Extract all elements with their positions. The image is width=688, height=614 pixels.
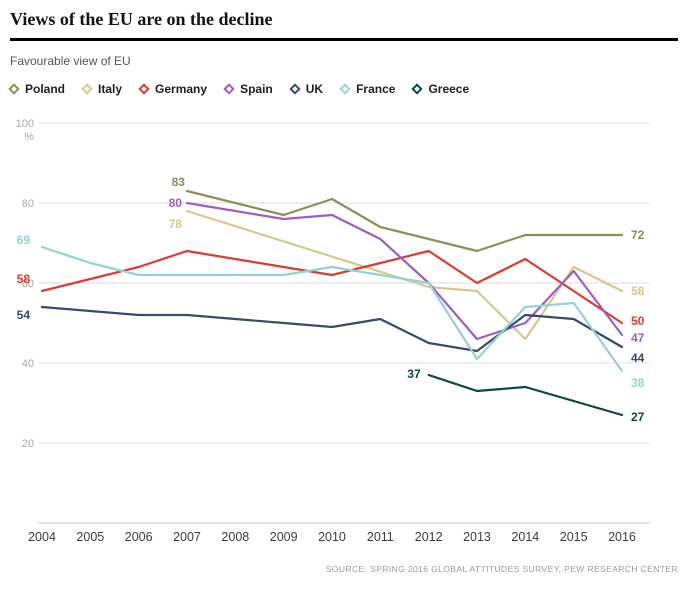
y-tick-60: 60 xyxy=(22,278,34,290)
legend-label: Greece xyxy=(428,81,470,96)
value-label-france-2016: 38 xyxy=(631,376,645,390)
x-tick-2013: 2013 xyxy=(463,530,491,544)
series-line-spain xyxy=(185,201,624,340)
y-tick-40: 40 xyxy=(22,358,34,370)
series-line-greece xyxy=(427,373,624,416)
series-line-france xyxy=(40,245,624,372)
value-label-italy-2007: 78 xyxy=(169,217,183,231)
value-label-germany-2016: 50 xyxy=(631,314,645,328)
x-tick-2015: 2015 xyxy=(560,530,588,544)
x-tick-2005: 2005 xyxy=(76,530,104,544)
x-tick-2014: 2014 xyxy=(511,530,539,544)
series-line-poland xyxy=(185,189,624,252)
line-chart: 20 40 60 80 100% 2004 2005 2006 2007 2008 2009 2010… xyxy=(16,118,650,544)
series-line-germany xyxy=(40,249,624,324)
value-label-greece-2016: 27 xyxy=(631,410,645,424)
legend-diamond-icon xyxy=(81,82,93,95)
legend-item-greece: Greece xyxy=(411,81,470,96)
y-tick-80: 80 xyxy=(22,198,34,210)
legend-item-italy: Italy xyxy=(81,81,123,96)
legend-item-uk: UK xyxy=(289,81,324,96)
x-tick-2007: 2007 xyxy=(173,530,201,544)
legend-diamond-icon xyxy=(138,82,150,95)
legend-label: UK xyxy=(305,81,324,96)
value-label-uk-2016: 44 xyxy=(631,351,645,365)
legend-diamond-icon xyxy=(411,82,424,95)
legend-label: France xyxy=(356,81,396,96)
x-tick-2009: 2009 xyxy=(270,530,298,544)
x-tick-2016: 2016 xyxy=(608,530,636,544)
chart-title: Views of the EU are on the decline xyxy=(10,9,273,29)
x-tick-2012: 2012 xyxy=(415,530,443,544)
legend: Poland Italy Germany Spain UK France Greece xyxy=(8,81,678,96)
legend-item-poland: Poland xyxy=(8,81,66,96)
x-tick-2008: 2008 xyxy=(221,530,249,544)
legend-diamond-icon xyxy=(289,82,301,95)
source-note: SOURCE: SPRING 2016 GLOBAL ATTITUDES SUR… xyxy=(325,563,678,574)
x-tick-2004: 2004 xyxy=(28,530,56,544)
legend-diamond-icon xyxy=(223,82,235,95)
y-axis-unit: % xyxy=(24,131,34,143)
y-tick-20: 20 xyxy=(22,438,34,450)
value-label-poland-2007: 83 xyxy=(172,175,186,189)
x-tick-2006: 2006 xyxy=(125,530,153,544)
value-label-poland-2016: 72 xyxy=(631,228,645,242)
value-label-spain-2016: 47 xyxy=(631,331,645,345)
legend-item-germany: Germany xyxy=(138,81,208,96)
value-label-france-2004: 69 xyxy=(17,233,31,247)
legend-diamond-icon xyxy=(8,82,20,95)
value-label-greece-2012: 37 xyxy=(407,367,421,381)
value-label-spain-2007: 80 xyxy=(169,196,183,210)
legend-label: Poland xyxy=(25,81,66,96)
y-tick-100: 100 xyxy=(16,118,34,130)
legend-diamond-icon xyxy=(339,82,351,95)
title-rule xyxy=(10,37,678,41)
value-label-germany-2004: 58 xyxy=(17,272,31,286)
value-label-italy-2016: 58 xyxy=(631,284,645,298)
x-tick-2011: 2011 xyxy=(367,530,394,544)
series-line-italy xyxy=(185,209,624,340)
legend-label: Spain xyxy=(240,81,273,96)
legend-label: Italy xyxy=(98,81,123,96)
series-line-uk xyxy=(40,305,624,352)
chart-subtitle: Favourable view of EU xyxy=(10,53,131,68)
legend-label: Germany xyxy=(155,81,208,96)
legend-item-france: France xyxy=(339,81,396,96)
legend-item-spain: Spain xyxy=(223,81,273,96)
x-tick-2010: 2010 xyxy=(318,530,346,544)
value-label-uk-2004: 54 xyxy=(17,308,31,322)
